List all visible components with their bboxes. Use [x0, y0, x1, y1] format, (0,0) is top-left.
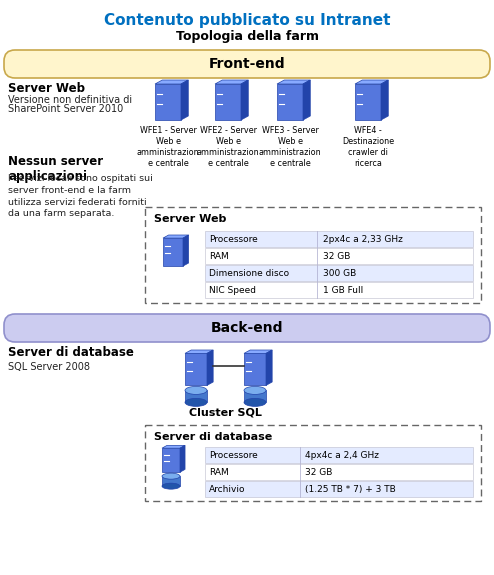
Text: 4px4c a 2,4 GHz: 4px4c a 2,4 GHz: [305, 451, 379, 461]
Polygon shape: [155, 80, 188, 84]
Polygon shape: [355, 84, 381, 120]
Polygon shape: [207, 350, 213, 385]
Polygon shape: [244, 350, 272, 354]
Polygon shape: [155, 84, 181, 120]
Polygon shape: [303, 80, 310, 120]
FancyBboxPatch shape: [205, 447, 473, 463]
FancyBboxPatch shape: [205, 248, 473, 264]
Ellipse shape: [185, 398, 207, 407]
FancyBboxPatch shape: [4, 314, 490, 342]
Text: Processore: Processore: [209, 451, 258, 461]
Text: WFE2 - Server
Web e
amministrazion
e centrale: WFE2 - Server Web e amministrazion e cen…: [197, 126, 259, 168]
Polygon shape: [215, 80, 248, 84]
Polygon shape: [180, 446, 185, 472]
Text: Dimensione disco: Dimensione disco: [209, 269, 289, 278]
Text: RAM: RAM: [209, 252, 229, 261]
Polygon shape: [162, 448, 180, 472]
Text: Front-end: Front-end: [208, 57, 286, 71]
Text: SQL Server 2008: SQL Server 2008: [8, 362, 90, 372]
Text: Versione non definitiva di: Versione non definitiva di: [8, 95, 132, 105]
FancyBboxPatch shape: [205, 231, 473, 247]
Text: (1.25 TB * 7) + 3 TB: (1.25 TB * 7) + 3 TB: [305, 485, 396, 494]
FancyBboxPatch shape: [205, 481, 473, 497]
Polygon shape: [355, 80, 388, 84]
Text: Back-end: Back-end: [211, 321, 283, 335]
Text: 1 GB Full: 1 GB Full: [323, 286, 363, 295]
FancyBboxPatch shape: [205, 265, 473, 281]
Polygon shape: [277, 80, 310, 84]
Text: Server Web: Server Web: [154, 214, 226, 224]
Polygon shape: [185, 350, 213, 354]
FancyBboxPatch shape: [145, 426, 481, 501]
Text: Topologia della farm: Topologia della farm: [175, 30, 319, 43]
Polygon shape: [185, 390, 207, 402]
Text: Processore: Processore: [209, 235, 258, 244]
Text: Archivio: Archivio: [209, 485, 246, 494]
Text: 32 GB: 32 GB: [305, 469, 332, 477]
Text: 32 GB: 32 GB: [323, 252, 350, 261]
Polygon shape: [215, 84, 241, 120]
Polygon shape: [162, 446, 185, 448]
Polygon shape: [381, 80, 388, 120]
Text: NIC Speed: NIC Speed: [209, 286, 256, 295]
Text: WFE3 - Server
Web e
amministrazion
e centrale: WFE3 - Server Web e amministrazion e cen…: [259, 126, 321, 168]
FancyBboxPatch shape: [205, 282, 473, 298]
Polygon shape: [241, 80, 248, 120]
FancyBboxPatch shape: [145, 207, 481, 303]
Ellipse shape: [185, 386, 207, 394]
Polygon shape: [163, 235, 189, 238]
Polygon shape: [181, 80, 188, 120]
FancyBboxPatch shape: [205, 465, 473, 480]
Text: Server di database: Server di database: [154, 432, 272, 442]
Ellipse shape: [162, 473, 180, 479]
Text: I servizi locali sono ospitati sui
server front-end e la farm
utilizza servizi f: I servizi locali sono ospitati sui serve…: [8, 174, 153, 218]
Polygon shape: [163, 238, 183, 266]
Polygon shape: [183, 235, 189, 266]
Text: 300 GB: 300 GB: [323, 269, 356, 278]
Text: WFE1 - Server
Web e
amministrazion
e centrale: WFE1 - Server Web e amministrazion e cen…: [137, 126, 199, 168]
Polygon shape: [277, 84, 303, 120]
Ellipse shape: [244, 386, 266, 394]
Polygon shape: [244, 390, 266, 402]
Text: Server di database: Server di database: [8, 346, 134, 359]
Text: SharePoint Server 2010: SharePoint Server 2010: [8, 104, 123, 114]
Polygon shape: [244, 354, 266, 385]
Text: Server Web: Server Web: [8, 82, 85, 95]
Text: RAM: RAM: [209, 469, 229, 477]
Polygon shape: [185, 354, 207, 385]
Polygon shape: [162, 476, 180, 486]
Ellipse shape: [244, 398, 266, 407]
Text: Nessun server
applicazioni: Nessun server applicazioni: [8, 155, 103, 183]
FancyBboxPatch shape: [4, 50, 490, 78]
Text: Contenuto pubblicato su Intranet: Contenuto pubblicato su Intranet: [104, 13, 390, 28]
Ellipse shape: [162, 483, 180, 489]
Text: 2px4c a 2,33 GHz: 2px4c a 2,33 GHz: [323, 235, 403, 244]
Polygon shape: [266, 350, 272, 385]
Text: WFE4 -
Destinazione
crawler di
ricerca: WFE4 - Destinazione crawler di ricerca: [342, 126, 394, 168]
Text: Cluster SQL: Cluster SQL: [189, 408, 262, 417]
